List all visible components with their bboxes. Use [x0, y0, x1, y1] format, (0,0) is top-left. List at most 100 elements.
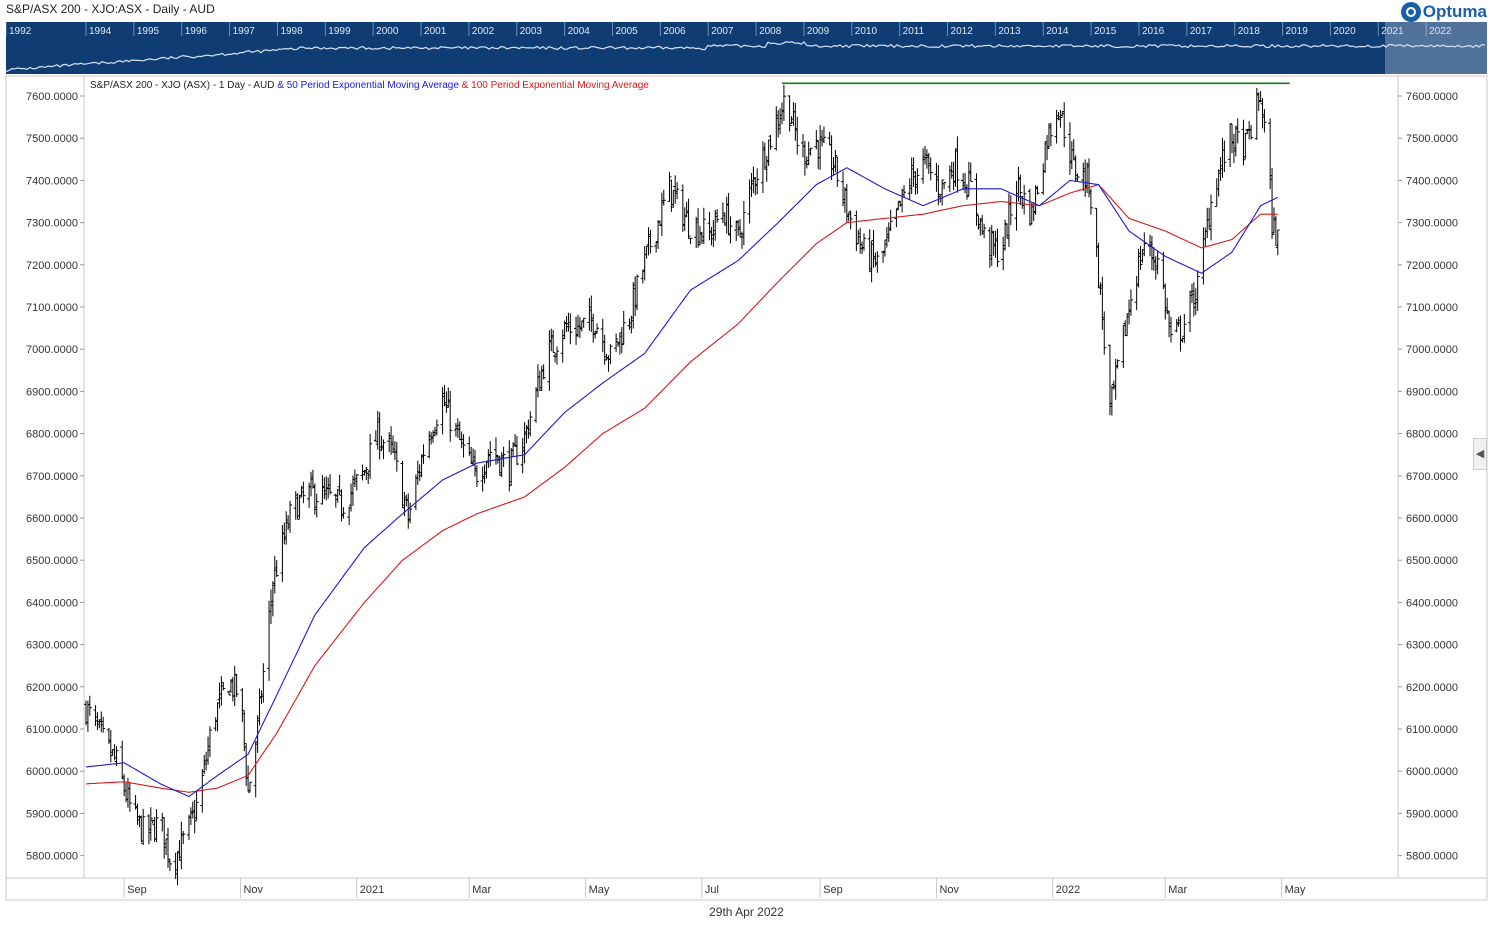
ohlc-bar	[299, 485, 304, 497]
ohlc-bar	[867, 229, 872, 273]
ohlc-bar	[217, 682, 222, 709]
ohlc-bar	[272, 555, 277, 594]
ohlc-bar	[1136, 248, 1141, 288]
y-tick-right: 7200.0000	[1406, 260, 1458, 272]
ohlc-bar	[444, 391, 449, 413]
ohlc-bar	[713, 209, 718, 241]
collapse-panel-icon[interactable]: ◀	[1473, 438, 1487, 470]
overview-year-label: 1999	[328, 26, 351, 37]
ohlc-bar	[1027, 188, 1032, 226]
y-tick-left: 6400.0000	[26, 597, 78, 609]
ohlc-bar	[501, 446, 506, 467]
overview-year-label: 2008	[759, 26, 782, 37]
ohlc-bar	[804, 156, 809, 169]
ohlc-bar	[869, 240, 874, 283]
ohlc-bar	[1033, 185, 1038, 215]
overview-year-label: 2017	[1190, 26, 1213, 37]
ohlc-bar	[848, 210, 853, 230]
ohlc-bar	[871, 230, 876, 268]
x-tick-label: Sep	[823, 884, 843, 896]
ohlc-bar	[606, 355, 611, 372]
ohlc-bar	[1096, 242, 1101, 289]
ohlc-bar	[1029, 202, 1034, 225]
ohlc-bar	[469, 446, 474, 465]
ohlc-bar	[286, 515, 291, 530]
ohlc-bar	[1174, 319, 1179, 333]
y-tick-right: 6100.0000	[1406, 724, 1458, 736]
ohlc-bar	[1235, 118, 1240, 144]
ohlc-bar	[709, 226, 714, 246]
ohlc-bar	[1113, 358, 1118, 400]
ohlc-bar	[114, 746, 119, 766]
legend-ema50: 50 Period Exponential Moving Average	[286, 80, 459, 91]
ohlc-bar	[1249, 125, 1254, 140]
x-tick-label: May	[1285, 884, 1306, 896]
overview-selection-window[interactable]	[1385, 22, 1487, 74]
ohlc-bar	[976, 215, 981, 230]
ohlc-bar	[894, 208, 899, 228]
ohlc-bar	[760, 141, 765, 194]
overview-year-label: 2000	[376, 26, 399, 37]
ohlc-bar	[1142, 232, 1147, 257]
ohlc-bar	[173, 852, 178, 879]
ohlc-bar	[392, 441, 397, 461]
ohlc-bar	[328, 474, 333, 495]
ohlc-bar	[608, 344, 613, 365]
ohlc-bar	[202, 754, 207, 774]
ohlc-bar	[391, 435, 396, 454]
ohlc-bar	[339, 489, 344, 522]
ohlc-bar	[188, 807, 193, 825]
ohlc-bar	[684, 201, 689, 218]
overview-price-line	[6, 41, 1486, 73]
ohlc-bar	[1048, 122, 1053, 147]
ohlc-bar	[347, 506, 352, 526]
y-tick-left: 6300.0000	[26, 640, 78, 652]
ohlc-bar	[1205, 207, 1210, 239]
ohlc-bar	[835, 156, 840, 187]
ohlc-bar	[699, 231, 704, 244]
ohlc-bar	[387, 432, 392, 453]
ohlc-bar	[1168, 316, 1173, 343]
ohlc-bar	[1191, 282, 1196, 317]
ohlc-bar	[581, 317, 586, 328]
ohlc-bar	[455, 418, 460, 438]
ohlc-bar	[122, 774, 127, 797]
ohlc-bar	[1209, 194, 1214, 241]
ohlc-bar	[621, 310, 626, 345]
overview-year-label: 1994	[89, 26, 112, 37]
y-tick-right: 6900.0000	[1406, 386, 1458, 398]
ohlc-bar	[696, 208, 701, 248]
ohlc-bar	[821, 126, 826, 144]
ohlc-bar	[1176, 316, 1181, 327]
brand-logo: Optuma	[1400, 2, 1487, 22]
ohlc-bar	[141, 808, 146, 846]
ohlc-bar	[1140, 249, 1145, 263]
y-tick-right: 7500.0000	[1406, 133, 1458, 145]
ohlc-bar	[507, 440, 512, 492]
ohlc-bar	[659, 192, 664, 236]
ohlc-bar	[614, 333, 619, 352]
ohlc-bar	[341, 507, 346, 519]
overview-year-label: 2018	[1238, 26, 1261, 37]
ohlc-bar	[253, 741, 258, 798]
x-tick-label: Mar	[1168, 884, 1187, 896]
ohlc-bar	[995, 228, 1000, 268]
ohlc-bar	[240, 688, 245, 723]
ohlc-bar	[1102, 311, 1107, 355]
ohlc-bar	[846, 212, 851, 222]
ohlc-bar	[1115, 359, 1120, 369]
ohlc-bar	[453, 423, 458, 437]
ohlc-bar	[1230, 123, 1235, 154]
overview-year-label: 2003	[520, 26, 543, 37]
overview-navigator[interactable]: 1992 1994 1995 1996 1997 1998 1999 2000 2001 2002…	[6, 22, 1487, 74]
ohlc-bar	[1005, 223, 1010, 239]
ohlc-bar	[139, 815, 144, 842]
ohlc-bar	[818, 125, 823, 170]
ohlc-bar	[221, 682, 226, 691]
y-tick-left: 7400.0000	[26, 175, 78, 187]
ohlc-bar	[175, 851, 180, 886]
ohlc-bar	[101, 716, 106, 733]
ohlc-bar	[856, 229, 861, 245]
ohlc-bar	[861, 233, 866, 251]
